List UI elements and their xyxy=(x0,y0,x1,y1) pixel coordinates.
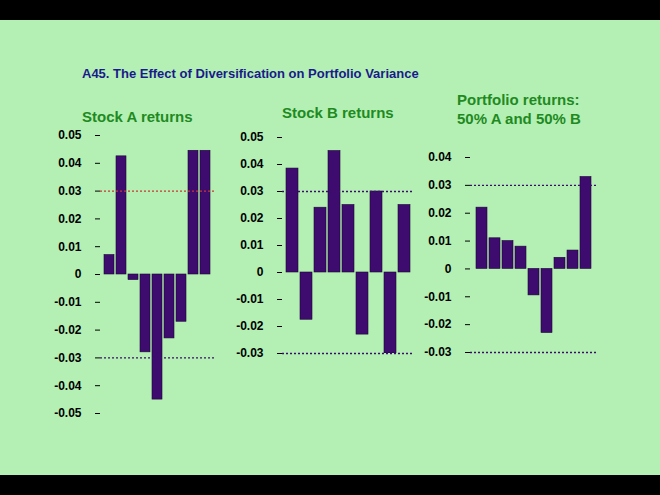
svg-text:0.05: 0.05 xyxy=(58,128,82,142)
svg-text:0.04: 0.04 xyxy=(428,150,452,164)
svg-text:-0.04: -0.04 xyxy=(54,379,82,393)
svg-text:0.03: 0.03 xyxy=(428,178,452,192)
svg-text:0.03: 0.03 xyxy=(58,184,82,198)
svg-text:0.03: 0.03 xyxy=(240,184,264,198)
svg-text:0.02: 0.02 xyxy=(428,206,452,220)
svg-text:-0.01: -0.01 xyxy=(236,292,264,306)
svg-text:0.01: 0.01 xyxy=(240,238,264,252)
html-text:Portfolio returns: 50% A and 5: Portfolio returns: 50% A and 50% B xyxy=(457,91,581,127)
svg-text:-0.03: -0.03 xyxy=(54,351,82,365)
svg-text:-0.02: -0.02 xyxy=(54,323,82,337)
svg-text:0: 0 xyxy=(257,265,264,279)
html-text:A45. The Effect of Diversifica: A45. The Effect of Diversification on Po… xyxy=(82,66,419,81)
svg-text:-0.02: -0.02 xyxy=(236,319,264,333)
svg-text:0: 0 xyxy=(75,267,82,281)
svg-text:0: 0 xyxy=(445,262,452,276)
svg-text:0.02: 0.02 xyxy=(58,212,82,226)
svg-text:0.01: 0.01 xyxy=(58,240,82,254)
svg-text:-0.05: -0.05 xyxy=(54,406,82,420)
svg-text:0.04: 0.04 xyxy=(58,156,82,170)
svg-text:0.04: 0.04 xyxy=(240,157,264,171)
svg-text:0.05: 0.05 xyxy=(240,130,264,144)
svg-text:-0.01: -0.01 xyxy=(424,290,452,304)
svg-text:0.02: 0.02 xyxy=(240,211,264,225)
html-text:Stock B returns: Stock B returns xyxy=(282,104,394,121)
html-text:Stock A returns: Stock A returns xyxy=(82,108,193,125)
svg-text:-0.03: -0.03 xyxy=(424,345,452,359)
svg-text:-0.03: -0.03 xyxy=(236,346,264,360)
svg-text:0.01: 0.01 xyxy=(428,234,452,248)
svg-text:-0.01: -0.01 xyxy=(54,295,82,309)
svg-text:-0.02: -0.02 xyxy=(424,317,452,331)
